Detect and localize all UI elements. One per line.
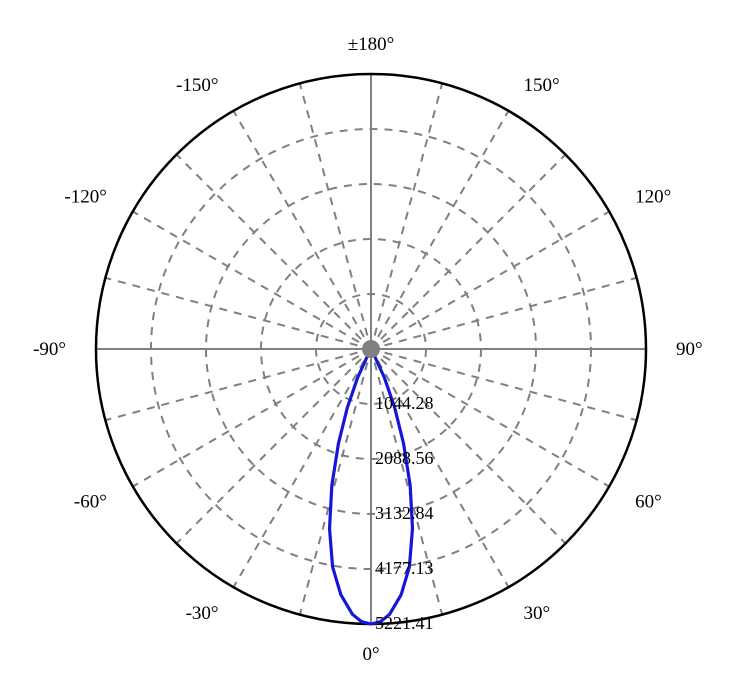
radial-tick-labels: 1044.28 2088.56 3132.84 4177.13 5221.41 [375, 393, 434, 633]
angle-tick-label: 0° [362, 644, 379, 665]
polar-chart: 1044.28 2088.56 3132.84 4177.13 5221.41 ±180… [0, 0, 743, 698]
radial-tick-label: 3132.84 [375, 503, 434, 523]
angle-tick-label: -60° [74, 492, 107, 513]
angle-tick-label: -90° [33, 339, 66, 360]
angle-tick-label: -150° [176, 75, 218, 96]
radial-tick-label: 5221.41 [375, 613, 434, 633]
angle-tick-label: 90° [676, 339, 703, 360]
angle-tick-label: -30° [186, 603, 219, 624]
center-dot [362, 340, 380, 358]
radial-tick-label: 4177.13 [375, 558, 434, 578]
angle-tick-label: 150° [524, 75, 560, 96]
angle-tick-label: ±180° [348, 34, 395, 55]
angle-tick-label: 60° [635, 492, 662, 513]
angle-tick-label: 120° [635, 187, 671, 208]
radial-tick-label: 2088.56 [375, 448, 434, 468]
angle-tick-label: -120° [64, 187, 106, 208]
angle-tick-label: 30° [524, 603, 551, 624]
radial-tick-label: 1044.28 [375, 393, 434, 413]
